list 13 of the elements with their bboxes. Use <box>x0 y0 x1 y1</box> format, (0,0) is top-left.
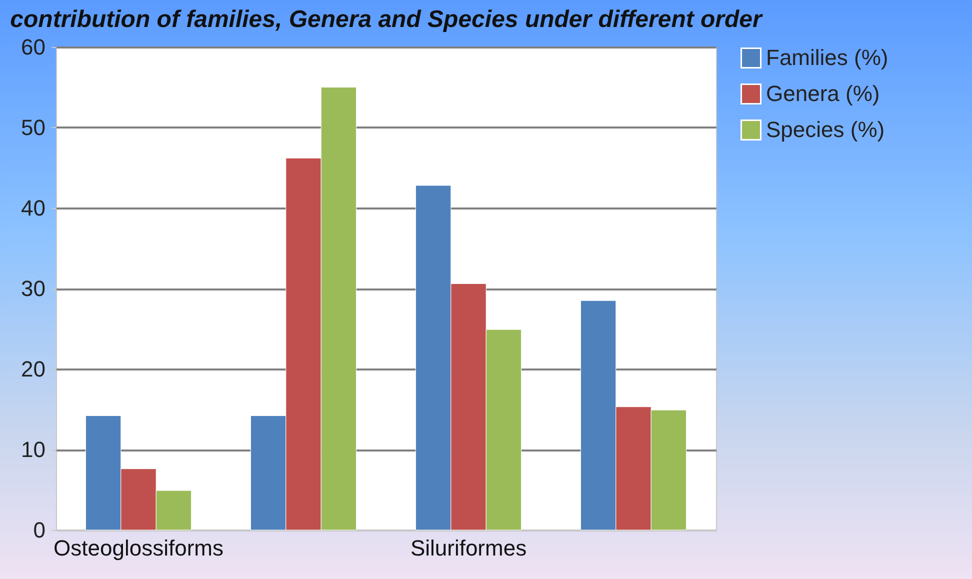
y-tick-label: 40 <box>21 196 46 220</box>
legend-label: Genera (%) <box>766 81 880 106</box>
x-tick-label: Siluriformes <box>410 536 527 560</box>
x-tick-label: Osteoglossiforms <box>54 536 224 560</box>
y-tick-label: 0 <box>33 518 46 542</box>
y-tick-label: 10 <box>21 437 46 462</box>
y-tick-label: 50 <box>21 115 46 140</box>
chart-title: contribution of families, Genera and Species under different order <box>10 6 764 33</box>
y-tick-label: 60 <box>21 34 46 60</box>
y-tick-label: 30 <box>21 276 46 301</box>
y-tick-label: 20 <box>21 356 46 382</box>
legend-label: Families (%) <box>766 45 888 70</box>
legend-label: Species (%) <box>766 117 885 142</box>
